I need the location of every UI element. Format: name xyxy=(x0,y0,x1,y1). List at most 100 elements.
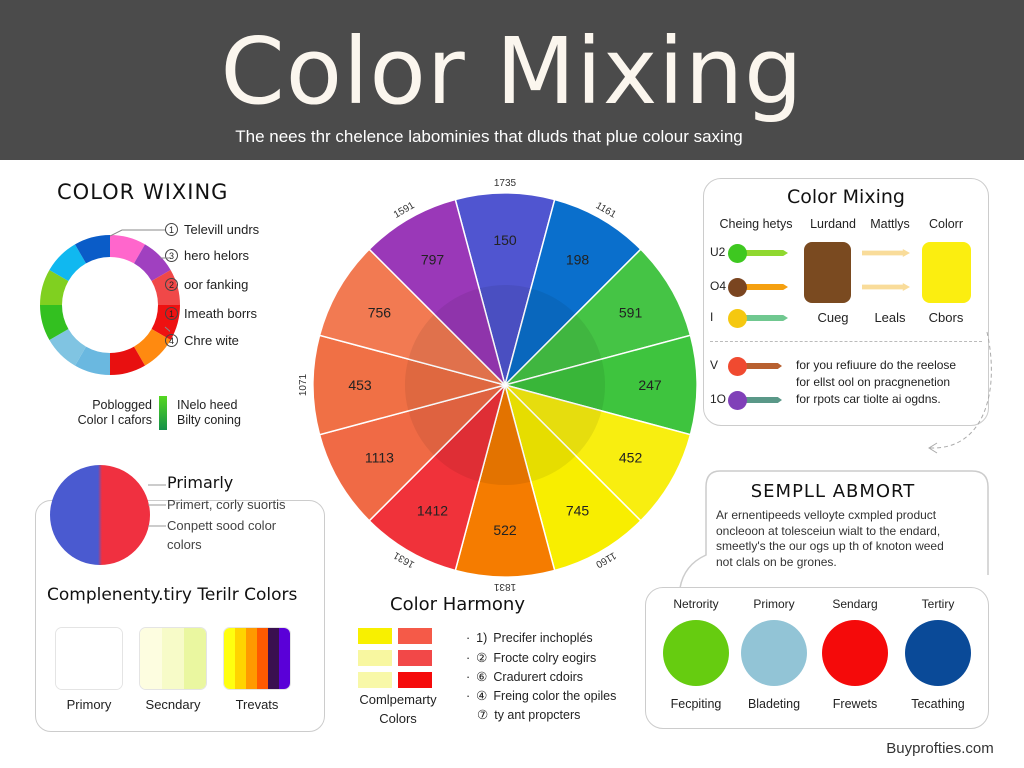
harmony-item-text: Precifer inchoplés xyxy=(493,631,593,645)
bullet-dot: · xyxy=(466,670,471,684)
legend-left-line: Color I cafors xyxy=(77,413,152,427)
harmony-swatch xyxy=(358,628,392,644)
harmony-list-item: · ② Frocte colry eogirs xyxy=(466,650,596,665)
wheel-inner-segment xyxy=(505,385,602,456)
wheel-inner-segment xyxy=(505,385,576,482)
harmony-swatch xyxy=(398,672,432,688)
ring-label-text: Chre wite xyxy=(184,333,239,348)
wheel-inner-segment xyxy=(505,288,576,385)
mixing-row-arrow xyxy=(740,397,782,403)
legend-right-line: INelo heed xyxy=(177,398,238,412)
ring-segment xyxy=(40,305,69,340)
dashed-arrow xyxy=(928,331,992,454)
wheel-segment xyxy=(502,383,692,522)
harmony-swatch xyxy=(358,650,392,666)
harmony-item-text: Cradurert cdoirs xyxy=(493,670,584,684)
result-color-box xyxy=(922,242,971,303)
wheel-inner-segment xyxy=(479,285,531,385)
harmony-item-text: ty ant propcters xyxy=(494,708,581,722)
swatch-stripe xyxy=(162,628,184,689)
wheel-segment xyxy=(502,334,698,436)
harmony-list-item: · ⑥ Cradurert cdoirs xyxy=(466,669,583,684)
mixing-arrow xyxy=(862,283,910,291)
wheel-value-label: 247 xyxy=(638,377,662,393)
wheel-inner-segment xyxy=(434,288,505,385)
wheel-value-label: 797 xyxy=(421,251,445,267)
complementary-swatch xyxy=(139,627,207,690)
primary-circle xyxy=(50,465,150,565)
ring-segment xyxy=(40,270,69,305)
swatch-stripe xyxy=(235,628,246,689)
harmony-item-bullet: ④ xyxy=(476,689,488,703)
legend-left: Poblogged Color I cafors xyxy=(60,398,152,428)
complementary-swatch-label: Trevats xyxy=(235,697,279,712)
complementary-title: Complenenty.tiry Terilr Colors xyxy=(47,585,298,605)
wheel-segment xyxy=(318,383,508,522)
mixing-row-arrow xyxy=(740,250,788,256)
wheel-outer-label: 1831 xyxy=(493,581,516,592)
mixing-note-line: for ellst ool on pracgnenetion xyxy=(796,375,951,389)
harmony-item-bullet: ② xyxy=(476,651,488,665)
wheel-segment xyxy=(368,198,507,388)
swatch-stripe xyxy=(279,628,290,689)
bullet-dot: · xyxy=(466,631,471,645)
sample-line: smeetly's the our ogs up th of knoton we… xyxy=(716,539,944,553)
mixing-row-arrow xyxy=(740,284,788,290)
mixing-row-dot xyxy=(728,357,747,376)
harmony-caption-line: Comlpemarty xyxy=(359,692,437,707)
wheel-value-label: 1113 xyxy=(365,450,394,466)
ring-segment xyxy=(49,329,86,366)
mixing-row-dot xyxy=(728,244,747,263)
mixing-column-header: Cheing hetys xyxy=(719,217,793,231)
sample-card-title: SEMPLL ABMORT xyxy=(750,481,916,502)
sample-card-bubble xyxy=(679,470,989,589)
mixing-row-label: O4 xyxy=(710,279,727,293)
ring-segment xyxy=(75,346,110,375)
wheel-segment xyxy=(503,198,642,388)
wheel-outer-label: 1071 xyxy=(298,373,309,396)
ring-segment xyxy=(75,235,110,264)
wheel-inner-segment xyxy=(434,385,505,482)
circle-label: Bladeting xyxy=(747,697,801,711)
ring-label-number: 4 xyxy=(165,334,178,347)
harmony-list-item: · ④ Freing color the opiles xyxy=(466,688,616,703)
ring-segment xyxy=(110,235,145,264)
page-title: Color Mixing xyxy=(220,18,804,125)
harmony-list-item: · 1) Precifer inchoplés xyxy=(466,631,593,645)
mixing-footer-label: Cbors xyxy=(928,310,964,325)
legend-right: INelo heed Bilty coning xyxy=(177,398,241,428)
wheel-segment xyxy=(502,248,692,387)
color-wheel: 150 198 591 247 452 745 522 1412 1113 453 756 797 17… xyxy=(298,178,698,592)
swatch-stripe xyxy=(140,628,162,689)
bullet-dot: · xyxy=(466,689,471,703)
wheel-segment xyxy=(503,382,642,572)
ring-label: 1 Imeath borrs xyxy=(165,306,257,321)
swatch-stripe xyxy=(268,628,279,689)
wheel-inner-segment xyxy=(408,314,505,385)
page-subtitle: The nees thr chelence labominies that dl… xyxy=(235,127,743,146)
wheel-segment xyxy=(454,192,556,388)
harmony-title: Color Harmony xyxy=(390,594,525,615)
ring-label-text: hero helors xyxy=(184,248,250,263)
wheel-outer-label: 1735 xyxy=(494,178,517,189)
harmony-item-bullet: ⑥ xyxy=(476,670,488,684)
mixing-column-header: Colorr xyxy=(928,217,964,231)
harmony-item-text: Frocte colry eogirs xyxy=(493,651,597,665)
ring-segment xyxy=(134,244,171,281)
ring-label: 3 hero helors xyxy=(165,248,249,263)
swatch-stripe xyxy=(56,628,122,689)
ring-label-number: 1 xyxy=(165,307,178,320)
wheel-inner-segment xyxy=(408,385,505,456)
primary-line: colors xyxy=(167,537,202,552)
mixed-color-box xyxy=(804,242,851,303)
harmony-caption-line: Colors xyxy=(379,711,417,726)
divider xyxy=(710,341,982,342)
wheel-value-label: 745 xyxy=(566,503,590,519)
wheel-inner-segment xyxy=(405,359,505,411)
swatch-stripe xyxy=(224,628,235,689)
harmony-swatch xyxy=(358,672,392,688)
mixing-column-header: Lurdand xyxy=(810,217,856,231)
mixing-row-label: V xyxy=(710,358,719,372)
wheel-value-label: 150 xyxy=(493,232,517,248)
ring-label: 1 Televill undrs xyxy=(165,222,259,237)
